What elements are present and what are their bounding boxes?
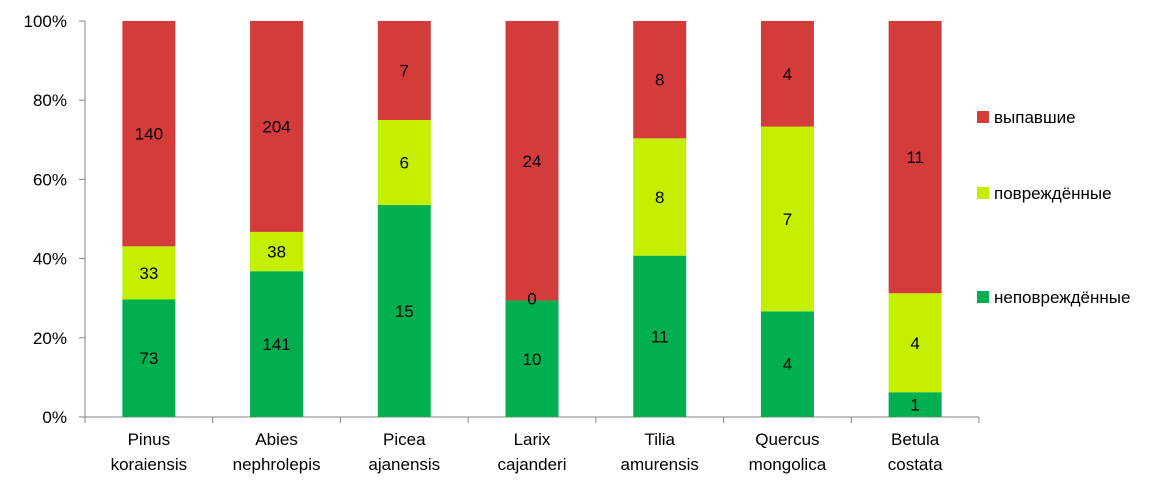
bar-segment [250,21,304,232]
category-label: Larix [514,430,551,449]
bar-segment [888,293,942,393]
bar-segment [377,21,431,120]
bar-segment [377,204,431,417]
data-label: 11 [651,327,669,346]
bar-segment [122,299,176,417]
data-label: 4 [910,334,919,353]
legend-label: выпавшие [994,108,1076,127]
data-label: 8 [655,188,664,207]
data-label: 10 [523,350,542,369]
data-label: 73 [139,349,158,368]
data-label: 11 [906,148,924,167]
bars [122,21,942,417]
data-label: 6 [400,153,409,172]
bar-segment [760,21,814,127]
legend-label: неповреждённые [994,288,1130,307]
category-label: mongolica [749,455,827,474]
legend-label: повреждённые [994,184,1112,203]
bar-segment [760,311,814,417]
data-label: 4 [783,355,792,374]
bar-segment [122,246,176,300]
data-label: 38 [267,243,286,262]
bar-segment [888,392,942,417]
data-label: 15 [395,302,414,321]
bar-segment [633,138,687,256]
category-label: koraiensis [111,455,188,474]
category-label: ajanensis [368,455,440,474]
bar-segment [377,120,431,205]
category-label: Picea [383,430,426,449]
data-label: 1 [910,396,919,415]
category-label: Pinus [128,430,171,449]
data-label: 141 [262,335,290,354]
y-tick-label: 20% [33,329,67,348]
bar-segment [888,21,942,294]
bar-segment [505,300,559,417]
y-tick-label: 100% [24,12,67,31]
y-tick-label: 80% [33,91,67,110]
category-label: Abies [255,430,298,449]
data-label: 4 [783,65,792,84]
y-tick-label: 60% [33,170,67,189]
data-label: 24 [523,152,542,171]
category-label: Tilia [644,430,675,449]
legend-swatch [977,187,989,199]
data-label: 204 [262,117,290,136]
category-label: Quercus [755,430,819,449]
axes: 0% 20% 40% 60% 80% 100% Pinus koraiensis Abies ne… [24,12,980,474]
data-label: 7 [783,210,792,229]
category-label: nephrolepis [233,455,321,474]
bar-segment [633,21,687,139]
bar-segment [250,231,304,272]
legend: выпавшие повреждённые неповреждённые [977,108,1130,307]
data-label: 7 [400,62,409,81]
bar-segment [760,126,814,312]
data-label: 0 [527,290,536,309]
bar-segment [505,21,559,301]
legend-swatch [977,111,989,123]
bar-segment [122,21,176,247]
data-label: 8 [655,71,664,90]
data-labels: 73 33 140 141 38 204 15 6 7 10 0 24 11 8 8 4 7 4 1 4 11 [135,62,924,415]
category-label: amurensis [621,455,699,474]
legend-swatch [977,291,989,303]
data-label: 33 [139,264,158,283]
category-label: cajanderi [498,455,567,474]
y-tick-label: 0% [42,408,67,427]
category-label: Betula [891,430,940,449]
bar-segment [250,271,304,417]
category-label: costata [888,455,943,474]
y-tick-label: 40% [33,250,67,269]
data-label: 140 [135,125,163,144]
bar-segment [633,255,687,417]
